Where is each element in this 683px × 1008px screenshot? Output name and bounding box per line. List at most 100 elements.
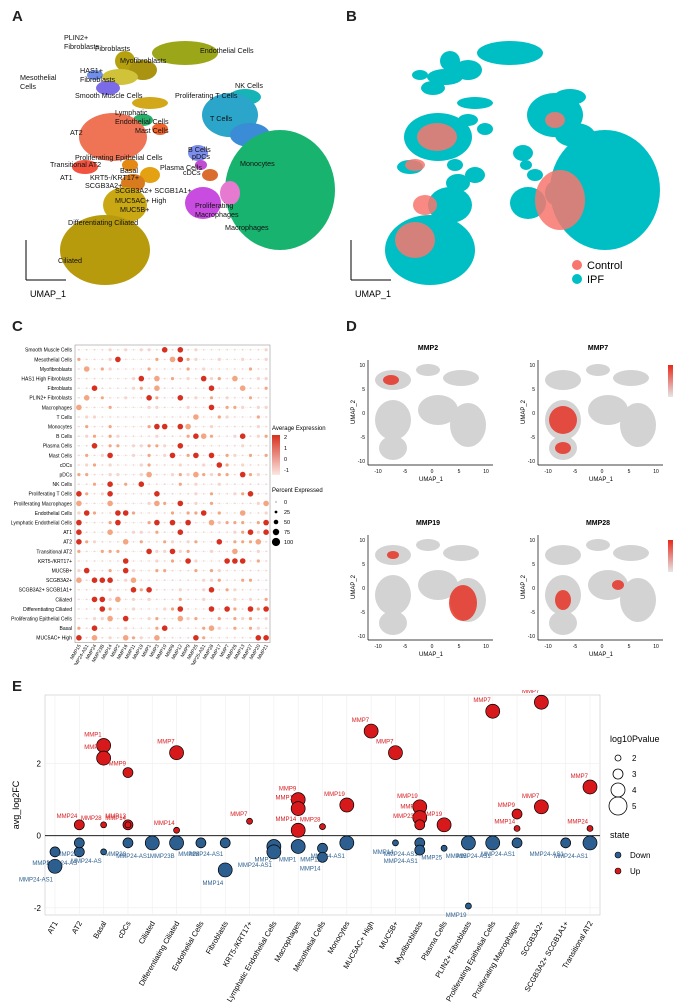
- dotplot-dot: [147, 367, 151, 371]
- dotplot-dot: [195, 588, 197, 591]
- dotplot-dot: [217, 521, 221, 525]
- dotplot-dot: [85, 617, 88, 620]
- dotplot-dot: [263, 500, 269, 507]
- scatter-state-legend-dot: [614, 851, 622, 859]
- dotplot-dot: [186, 405, 190, 409]
- feature-ytick: -5: [361, 610, 366, 616]
- dotplot-dot: [131, 386, 136, 390]
- scatter-size-legend-label: 3: [632, 770, 637, 779]
- dotplot-dot: [218, 454, 221, 457]
- dotplot-dot: [193, 471, 199, 478]
- dotplot-dot: [116, 444, 120, 448]
- dotplot-dot: [93, 550, 96, 553]
- dotplot-expr-tick: -1: [284, 468, 289, 474]
- dotplot-dot: [217, 511, 221, 515]
- dotplot-dot: [226, 387, 229, 390]
- dotplot-dot: [209, 434, 214, 438]
- dotplot-dot: [202, 608, 205, 610]
- feature-cell-cloud: [549, 611, 577, 635]
- dotplot-dot: [171, 348, 174, 351]
- dotplot-dot: [202, 396, 205, 399]
- dotplot-dot: [256, 425, 260, 429]
- dotplot-dot: [208, 606, 215, 612]
- feature-ytick: 5: [532, 562, 535, 568]
- dotplot-dot: [132, 348, 135, 351]
- dotplot-dot: [163, 549, 167, 553]
- dotplot-dot: [241, 550, 244, 553]
- dotplot-dot: [171, 617, 174, 620]
- umap-a-cluster: [102, 69, 138, 85]
- dotplot-dot: [108, 588, 112, 592]
- umap-a-cluster-label: NK Cells: [235, 81, 263, 90]
- dotplot-dot: [101, 636, 104, 639]
- dotplot-dot: [200, 433, 207, 439]
- dotplot-dot: [264, 357, 268, 361]
- umap-a-cluster: [140, 167, 160, 183]
- dotplot-dot: [100, 617, 104, 621]
- feature-ytick: -10: [358, 459, 365, 465]
- scatter-xtick: Lymphatic Endothelial Cells: [225, 919, 279, 1003]
- dotplot-dot: [249, 425, 252, 428]
- dotplot-dot: [171, 492, 174, 495]
- dotplot-dot: [233, 434, 237, 438]
- dotplot-dot: [140, 598, 143, 601]
- dotplot-dot: [171, 425, 174, 428]
- feature-ytick: -10: [358, 634, 365, 640]
- dotplot-dot: [101, 531, 104, 534]
- feature-xlabel: UMAP_1: [589, 652, 614, 658]
- dotplot-dot: [132, 358, 135, 361]
- feature-xtick: 5: [458, 469, 461, 475]
- dotplot-dot: [257, 348, 260, 351]
- dotplot-dot: [101, 627, 104, 630]
- dotplot-dot: [187, 636, 190, 639]
- dotplot-dot: [195, 368, 197, 370]
- panel-label-e: E: [12, 678, 23, 695]
- dotplot-dot: [163, 512, 166, 514]
- scatter-point: [485, 703, 501, 719]
- feature-xtick: 0: [601, 469, 604, 475]
- dotplot-dot: [248, 578, 253, 582]
- scatter-point: [169, 835, 184, 851]
- dotplot-dot: [78, 598, 80, 601]
- dotplot-dot: [257, 454, 260, 457]
- feature-cell-cloud: [620, 578, 656, 622]
- dotplot-dot: [257, 598, 260, 601]
- dotplot-dot: [131, 569, 136, 573]
- dotplot-dot: [124, 473, 127, 476]
- scatter-size-legend-label: 2: [632, 754, 637, 763]
- scatter-point-label: MMP28: [81, 816, 102, 822]
- dotplot-dot: [193, 635, 199, 641]
- dotplot-dot: [156, 454, 158, 457]
- dotplot-dot: [187, 531, 190, 534]
- dotplot-dot: [194, 492, 198, 496]
- scatter-size-legend-circle: [608, 796, 628, 816]
- dotplot-dot: [132, 406, 135, 409]
- dotplot-dot: [218, 387, 221, 390]
- dotplot-dot: [257, 617, 260, 620]
- dotplot-dot: [248, 626, 253, 630]
- dotplot-dot: [202, 578, 206, 582]
- umap-a-cluster: [122, 159, 138, 171]
- dotplot-dot: [163, 483, 166, 486]
- dotplot-row-label: Proliferating Macrophages: [14, 501, 73, 507]
- scatter-point-label: MMP1: [279, 857, 297, 863]
- dotplot-dot: [116, 473, 120, 477]
- dotplot-dot: [101, 483, 104, 486]
- dotplot-dot: [122, 539, 129, 545]
- umap-b-control-region: [545, 112, 565, 128]
- dotplot-dot: [233, 617, 237, 621]
- dotplot-row-label: Basal: [59, 626, 72, 632]
- dotplot-dot: [210, 444, 213, 447]
- dotplot-dot: [139, 530, 143, 534]
- dotplot-dot: [124, 626, 128, 630]
- dotplot-dot: [124, 578, 128, 582]
- feature-ytick: -10: [528, 459, 535, 465]
- dotplot-dot: [154, 491, 160, 497]
- scatter-point-label: MMP11: [300, 857, 321, 863]
- scatter-point-label: MMP24-AS1: [189, 852, 224, 858]
- dotplot-dot: [156, 588, 158, 591]
- dotplot-dot: [163, 560, 166, 562]
- dotplot-row-label: B Cells: [56, 434, 72, 440]
- feature-cell-cloud: [379, 436, 407, 460]
